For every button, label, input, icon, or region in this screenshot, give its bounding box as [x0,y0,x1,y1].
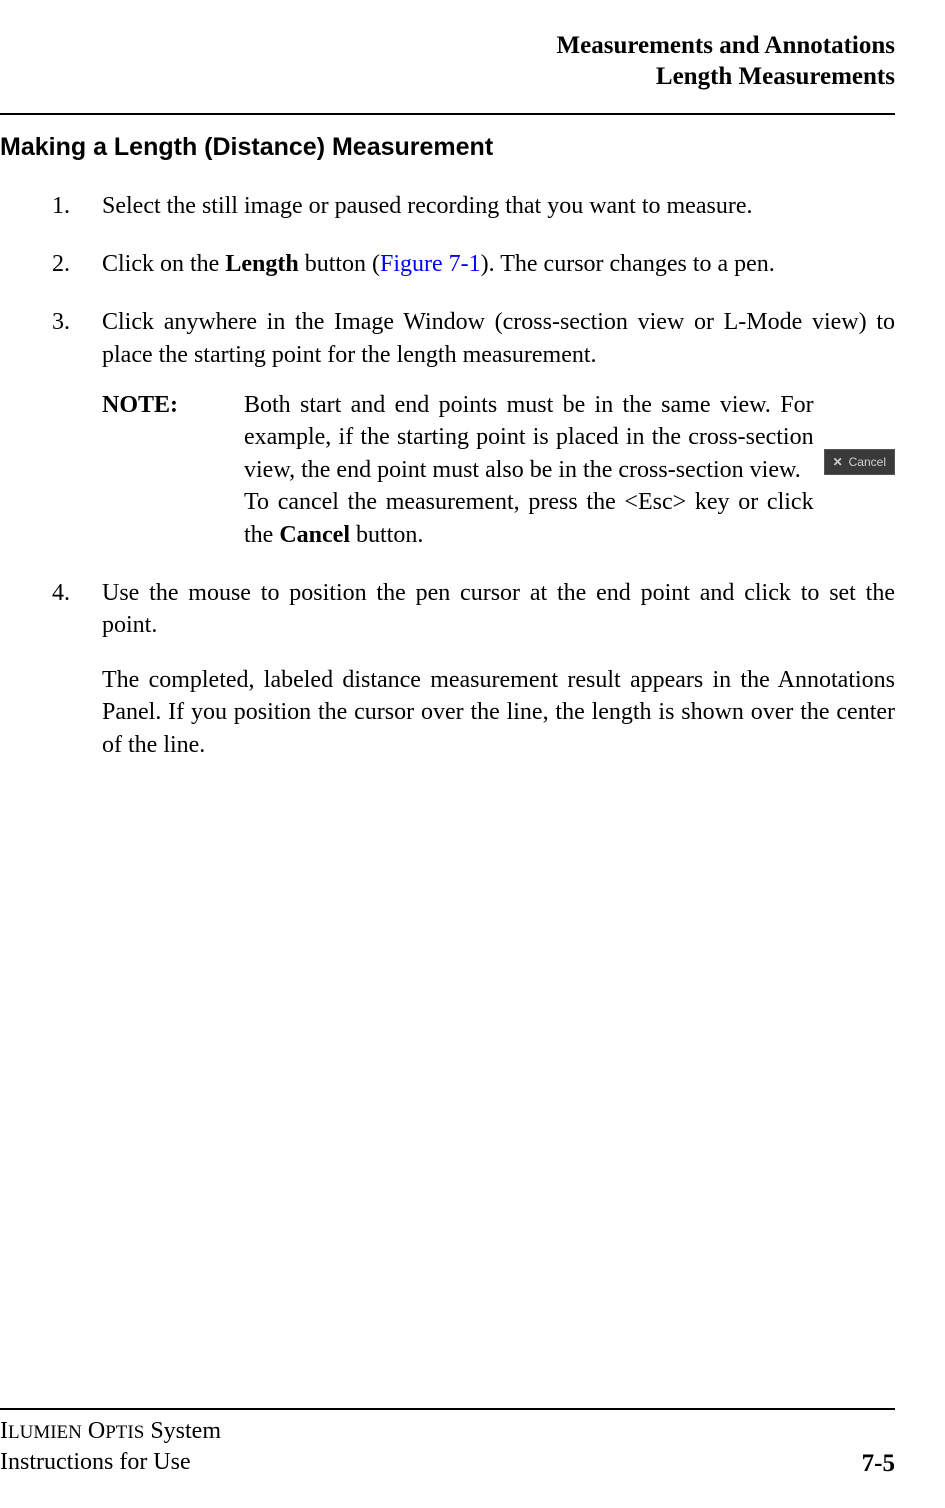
step-text: Use the mouse to position the pen cursor… [102,577,895,642]
page-header: Measurements and Annotations Length Meas… [0,30,895,93]
step-body: Click anywhere in the Image Window (cros… [102,306,895,551]
step-number: 2. [52,248,102,280]
length-button-ref: Length [225,251,298,277]
note-p2-post: button. [350,522,423,548]
product-name: ILUMIEN OPTIS System [0,1416,221,1447]
close-icon: ✕ [833,454,843,470]
note-text: Both start and end points must be in the… [244,389,814,551]
section-title: Making a Length (Distance) Measurement [0,133,895,162]
step-sub: The completed, labeled distance measurem… [102,664,895,761]
footer-row: ILUMIEN OPTIS System Instructions for Us… [0,1416,895,1478]
step-2: 2. Click on the Length button (Figure 7-… [52,248,895,280]
step-number: 1. [52,190,102,222]
note-p1: Both start and end points must be in the… [244,392,814,483]
header-line-1: Measurements and Annotations [0,30,895,61]
cancel-ref: Cancel [279,522,350,548]
step-number: 3. [52,306,102,551]
step-body: Use the mouse to position the pen cursor… [102,577,895,761]
step-body: Click on the Length button (Figure 7-1).… [102,248,895,280]
text: ). The cursor changes to a pen. [481,251,775,277]
footer-rule [0,1408,895,1410]
step-body: Select the still image or paused recordi… [102,190,895,222]
note-text-wrap: Both start and end points must be in the… [244,389,895,551]
text: Click on the [102,251,225,277]
text: button ( [299,251,380,277]
step-4: 4. Use the mouse to position the pen cur… [52,577,895,761]
steps-list: 1. Select the still image or paused reco… [0,190,895,761]
cancel-button-label: Cancel [849,454,886,470]
cancel-button[interactable]: ✕ Cancel [824,449,895,475]
figure-link[interactable]: Figure 7-1 [380,251,481,277]
header-line-2: Length Measurements [0,61,895,92]
note-block: NOTE: Both start and end points must be … [102,389,895,551]
step-number: 4. [52,577,102,761]
header-rule [0,113,895,115]
page: Measurements and Annotations Length Meas… [0,0,945,1508]
step-text: Click anywhere in the Image Window (cros… [102,306,895,371]
page-footer: ILUMIEN OPTIS System Instructions for Us… [0,1408,895,1478]
footer-left: ILUMIEN OPTIS System Instructions for Us… [0,1416,221,1478]
product-rest: System [144,1418,221,1444]
step-1: 1. Select the still image or paused reco… [52,190,895,222]
doc-title: Instructions for Use [0,1447,221,1478]
note-label: NOTE: [102,389,244,551]
page-number: 7-5 [862,1450,895,1478]
step-3: 3. Click anywhere in the Image Window (c… [52,306,895,551]
